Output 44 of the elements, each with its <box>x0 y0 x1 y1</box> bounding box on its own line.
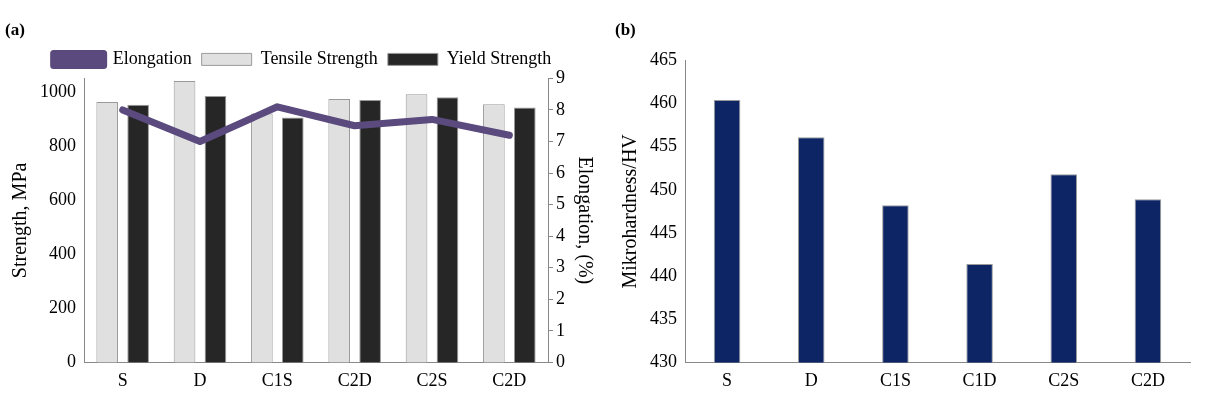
y-tick-label: 455 <box>650 135 677 156</box>
x-tick-label: D <box>193 369 207 390</box>
y-tick-label: 440 <box>650 264 677 285</box>
y-tick-label: 465 <box>650 49 677 70</box>
y2-tick-label: 7 <box>556 130 565 151</box>
y-tick-label: 430 <box>650 351 677 372</box>
y-tick-label: 800 <box>49 134 76 155</box>
x-tick-label: C2D <box>492 369 527 390</box>
legend-label: Elongation <box>112 48 192 69</box>
y-tick-label: 435 <box>650 307 677 328</box>
x-tick-label: C2D <box>1130 369 1165 390</box>
y2-axis-title: Elongation, (%) <box>573 156 597 285</box>
y-tick-label: 600 <box>49 188 76 209</box>
legend-label: Yield Strength <box>446 48 552 69</box>
chart-title: (b) <box>615 19 636 39</box>
legend-label: Tensile Strength <box>260 48 378 69</box>
x-tick-label: C2D <box>337 369 372 390</box>
y-tick-label: 460 <box>650 92 677 113</box>
y-tick-label: 450 <box>650 178 677 199</box>
x-tick-label: C2S <box>1048 369 1080 390</box>
y2-tick-label: 1 <box>556 319 565 340</box>
y2-tick-label: 3 <box>556 256 565 277</box>
y2-tick-label: 6 <box>556 161 565 182</box>
y-axis-title: Mikrohardness/HV <box>618 133 641 289</box>
x-tick-label: C1D <box>962 369 997 390</box>
y-tick-label: 445 <box>650 221 677 242</box>
x-tick-label: D <box>804 369 818 390</box>
y2-tick-label: 4 <box>556 224 565 245</box>
y-tick-label: 1000 <box>40 80 76 101</box>
y-tick-label: 0 <box>67 351 76 372</box>
x-tick-label: S <box>722 369 733 390</box>
y2-tick-label: 8 <box>556 98 565 119</box>
y2-tick-label: 0 <box>556 351 565 372</box>
y2-tick-label: 9 <box>556 67 565 88</box>
chart-title: (a) <box>5 19 25 39</box>
x-tick-label: C1S <box>879 369 911 390</box>
y-tick-label: 200 <box>49 297 76 318</box>
y2-tick-label: 2 <box>556 288 565 309</box>
y-axis-title: Strength, MPa <box>8 162 32 279</box>
x-tick-label: C1S <box>261 369 293 390</box>
y-tick-label: 400 <box>49 242 76 263</box>
x-tick-label: C2S <box>416 369 448 390</box>
y2-tick-label: 5 <box>556 193 565 214</box>
x-tick-label: S <box>117 369 128 390</box>
